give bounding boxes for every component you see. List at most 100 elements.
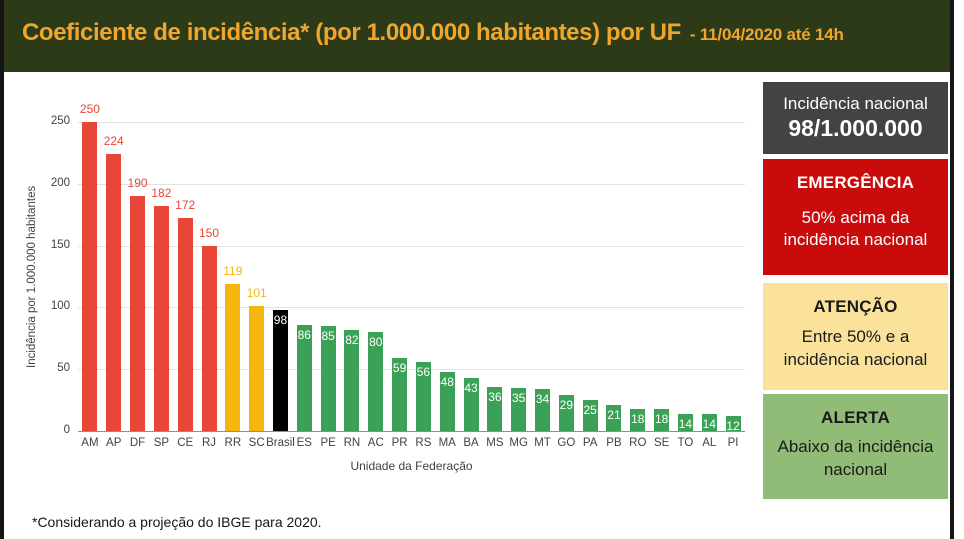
plot-area: 0 50 100 150 200 250 250 AM 224 AP 190 DF 182 SP 172 CE… <box>51 102 745 449</box>
x-tick-RR: RR <box>224 437 242 449</box>
bar-value-PE: 85 <box>321 328 335 343</box>
y-axis-title: Incidência por 1.000.000 habitantes <box>26 185 38 368</box>
x-tick-MT: MT <box>534 437 551 449</box>
bar-MA <box>439 371 455 431</box>
bar-Brasil <box>272 309 288 431</box>
bar-value-ES: 86 <box>297 327 311 342</box>
bar-value-AL: 14 <box>702 416 716 431</box>
page-title: Coeficiente de incidência* (por 1.000.00… <box>22 19 681 46</box>
bar-value-RJ: 150 <box>199 225 220 240</box>
bar-value-RN: 82 <box>345 332 359 347</box>
bar-value-RS: 56 <box>416 364 431 379</box>
bar-value-RO: 18 <box>631 411 645 426</box>
bar-MG <box>511 387 527 431</box>
x-tick-PA: PA <box>582 437 598 449</box>
bar-value-PB: 21 <box>607 408 621 423</box>
gridline-100 <box>78 307 745 309</box>
bar-AC <box>368 332 384 431</box>
incidence-bar-chart: Incidência por 1.000.000 habitantes 0 50 1… <box>4 72 950 539</box>
bar-SE <box>654 408 670 431</box>
x-tick-AP: AP <box>106 437 122 449</box>
national-incidence-box: Incidência nacional 98/1.000.000 <box>763 82 948 154</box>
x-tick-PR: PR <box>391 437 408 449</box>
bar-PB <box>606 405 622 431</box>
bar-value-PR: 59 <box>392 361 407 376</box>
bar-value-SP: 182 <box>151 186 172 201</box>
x-tick-AL: AL <box>702 437 717 449</box>
legend-desc-emergencia: 50% acima da incidência nacional <box>783 207 928 249</box>
bar-RR <box>225 283 241 431</box>
x-tick-SP: SP <box>153 437 170 449</box>
x-tick-SE: SE <box>653 437 670 449</box>
x-tick-SC: SC <box>248 437 265 449</box>
bar-value-AC: 80 <box>369 335 383 350</box>
gridline-50 <box>78 369 745 371</box>
footnote: *Considerando a projeção do IBGE para 20… <box>32 514 322 530</box>
bar-value-PI: 12 <box>726 419 740 434</box>
x-tick-GO: GO <box>557 437 576 449</box>
bar-value-BA: 43 <box>464 380 478 395</box>
x-tick-RN: RN <box>343 437 361 449</box>
bar-value-TO: 14 <box>678 416 693 431</box>
legend-desc-wrap: Abaixo da incidência nacional <box>771 428 940 489</box>
y-tick-label-0: 0 <box>63 424 70 436</box>
x-tick-DF: DF <box>129 437 146 449</box>
legend-box-emergencia: EMERGÊNCIA 50% acima da incidência nacio… <box>763 159 948 275</box>
bar-value-MG: 35 <box>512 390 526 405</box>
national-incidence-label: Incidência nacional <box>783 94 928 113</box>
bar-RO <box>630 408 646 431</box>
bar-ES <box>296 324 312 431</box>
bar-GO <box>558 395 574 431</box>
bar-PE <box>320 325 336 431</box>
bar-value-AP: 224 <box>103 134 124 149</box>
bar-value-MT: 34 <box>535 391 550 406</box>
bar-value-PA: 25 <box>583 403 597 418</box>
bar-AM <box>82 122 98 431</box>
bar-value-MS: 36 <box>488 389 502 404</box>
legend-title-emergencia: EMERGÊNCIA <box>796 173 915 192</box>
bar-SC <box>249 306 265 431</box>
x-tick-RJ: RJ <box>201 437 217 449</box>
bar-BA <box>463 377 479 431</box>
x-tick-AC: AC <box>367 437 384 449</box>
x-tick-PI: PI <box>727 437 739 449</box>
national-incidence-value: 98/1.000.000 <box>788 115 923 141</box>
legend-box-atencao: ATENÇÃO Entre 50% e a incidência naciona… <box>763 283 948 390</box>
bar-value-GO: 29 <box>559 398 574 413</box>
x-tick-RS: RS <box>415 437 432 449</box>
legend-desc-atencao: Entre 50% e a incidência nacional <box>783 327 928 369</box>
x-tick-Brasil: Brasil <box>266 437 295 449</box>
y-tick-label-200: 200 <box>50 176 70 189</box>
bar-PI <box>725 416 741 431</box>
bar-RN <box>344 329 360 431</box>
bar-value-SE: 18 <box>654 411 669 426</box>
x-tick-PE: PE <box>320 437 336 449</box>
y-tick-label-50: 50 <box>57 362 70 375</box>
gridline-0 <box>78 431 745 432</box>
bar-value-DF: 190 <box>127 176 148 191</box>
x-tick-MA: MA <box>438 437 456 449</box>
x-axis-title: Unidade da Federação <box>350 459 473 473</box>
x-tick-BA: BA <box>463 437 479 449</box>
x-tick-ES: ES <box>296 437 312 449</box>
bar-value-SC: 101 <box>246 286 267 301</box>
legend-title-alerta: ALERTA <box>821 408 890 427</box>
bar-RS <box>415 361 431 431</box>
bar-MS <box>487 386 503 431</box>
x-tick-AM: AM <box>81 437 99 449</box>
x-tick-TO: TO <box>677 437 694 449</box>
x-tick-PB: PB <box>606 437 622 449</box>
bar-CE <box>177 218 193 431</box>
bar-MT <box>535 388 551 431</box>
bar-value-CE: 172 <box>175 198 196 213</box>
slide-header: Coeficiente de incidência* (por 1.000.00… <box>4 0 950 72</box>
legend-desc-alerta: Abaixo da incidência nacional <box>777 437 934 479</box>
legend-box-alerta: ALERTA Abaixo da incidência nacional <box>763 394 948 499</box>
legend-desc-wrap: 50% acima da incidência nacional <box>771 193 940 265</box>
x-tick-MG: MG <box>509 437 528 449</box>
bar-value-AM: 250 <box>79 102 100 116</box>
bar-DF <box>130 196 146 431</box>
gridline-200 <box>78 183 745 185</box>
y-tick-label-250: 250 <box>50 115 70 127</box>
